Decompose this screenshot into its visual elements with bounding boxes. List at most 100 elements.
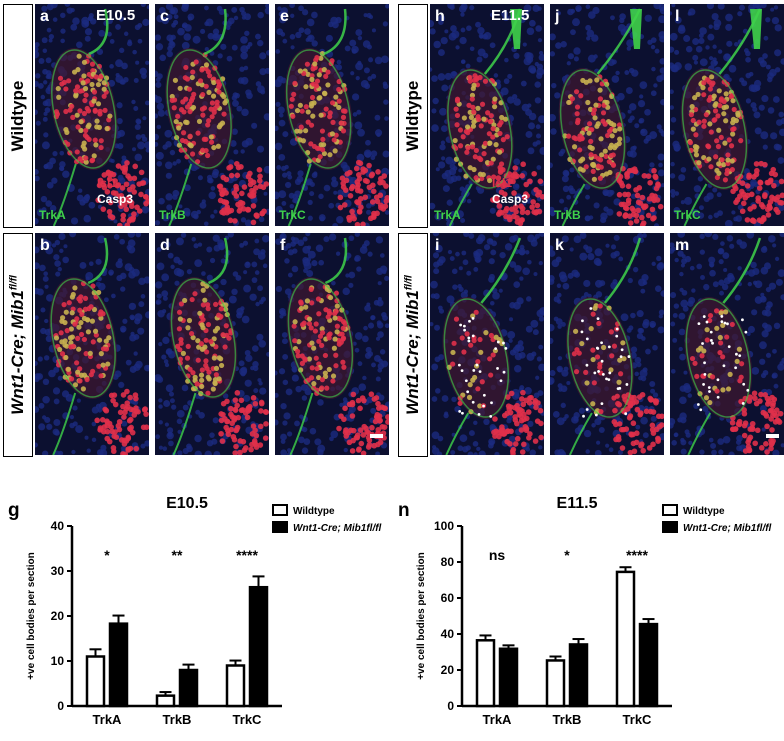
- bar-trkc-mutant: [638, 622, 659, 708]
- micrograph-panel-h: [430, 4, 544, 226]
- bar-chart-e115: E11.5 +ve cell bodies per section 0 20 40 60 8…: [410, 488, 780, 736]
- stage-label-e115: E11.5: [491, 7, 530, 24]
- stain-label-green: TrkB: [159, 208, 186, 222]
- significance-marker: ****: [626, 547, 648, 563]
- stain-label-green: TrkA: [39, 208, 66, 222]
- stain-label-green: TrkC: [279, 208, 306, 222]
- micrograph-panel-m: [670, 233, 784, 455]
- x-tick-label: TrkB: [553, 712, 582, 727]
- legend-swatch: [662, 521, 678, 533]
- bar-trka-mutant: [498, 647, 519, 708]
- micrograph-image: [155, 4, 269, 226]
- y-tick-label: 30: [51, 564, 65, 578]
- legend-entry: Wildtype: [293, 506, 335, 517]
- micrograph-image: [275, 233, 389, 455]
- micrograph-panel-l: [670, 4, 784, 226]
- y-tick-label: 100: [434, 519, 454, 533]
- row-label-text: Wnt1-Cre; Mib1fl/fl: [8, 275, 28, 415]
- y-tick-label: 20: [441, 663, 455, 677]
- micrograph-image: [35, 4, 149, 226]
- chart-title: E10.5: [166, 495, 208, 512]
- scale-bar: [370, 434, 383, 438]
- stain-label-casp3: Casp3: [492, 192, 529, 206]
- x-tick-label: TrkC: [233, 712, 263, 727]
- panel-letter: m: [675, 237, 690, 254]
- stain-label-green: TrkB: [554, 208, 581, 222]
- significance-marker: **: [172, 547, 183, 563]
- chart-title: E11.5: [557, 495, 598, 512]
- micrograph-image: [430, 233, 544, 455]
- scale-bar: [766, 434, 779, 438]
- micrograph-image: [670, 233, 784, 455]
- bar-chart-svg: E11.5 +ve cell bodies per section 0 20 40 60 8…: [416, 495, 772, 727]
- micrograph-panel-j: [550, 4, 664, 226]
- panel-letter: k: [555, 237, 564, 254]
- x-tick-label: TrkA: [483, 712, 513, 727]
- bar-trkb-wildtype: [155, 694, 176, 708]
- y-tick-label: 40: [51, 519, 65, 533]
- row-label-text: Wildtype: [403, 80, 422, 152]
- row-label-text: Wildtype: [8, 80, 27, 152]
- bar-trkc-wildtype: [225, 664, 246, 708]
- bar-trka-mutant: [108, 622, 129, 708]
- row-label-wildtype-left: Wildtype: [3, 4, 33, 228]
- significance-marker: *: [564, 547, 570, 563]
- genotype-superscript: fl/fl: [8, 275, 20, 291]
- micrograph-panel-k: [550, 233, 664, 455]
- y-tick-label: 0: [57, 699, 64, 713]
- row-label-wildtype-right: Wildtype: [398, 4, 428, 228]
- panel-letter: a: [40, 8, 49, 25]
- x-tick-label: TrkB: [163, 712, 192, 727]
- legend-swatch: [272, 504, 288, 516]
- bar-chart-e105: E10.5 +ve cell bodies per section 0 10 20 30 4…: [20, 488, 390, 736]
- stain-label-green: TrkC: [674, 208, 701, 222]
- panel-letter: d: [160, 237, 170, 254]
- bar-trkb-mutant: [568, 643, 589, 708]
- legend-swatch: [662, 504, 678, 516]
- y-tick-label: 0: [447, 699, 454, 713]
- significance-marker: ****: [236, 547, 258, 563]
- stain-label-isl1: Isl1: [97, 176, 118, 190]
- legend-swatch: [272, 521, 288, 533]
- micrograph-image: [670, 4, 784, 226]
- bar-trkb-wildtype: [545, 659, 566, 708]
- micrograph-image: [430, 4, 544, 226]
- legend-entry: Wildtype: [683, 506, 725, 517]
- bar-chart-svg: E10.5 +ve cell bodies per section 0 10 20 30 4…: [26, 495, 382, 727]
- bar-trka-wildtype: [475, 639, 496, 708]
- panel-letter: h: [435, 8, 445, 25]
- micrograph-image: [155, 233, 269, 455]
- y-tick-label: 80: [441, 555, 455, 569]
- micrograph-panel-c: [155, 4, 269, 226]
- stain-label-green: TrkA: [434, 208, 461, 222]
- y-tick-label: 10: [51, 654, 65, 668]
- panel-letter-n: n: [398, 500, 410, 521]
- y-axis-label: +ve cell bodies per section: [416, 552, 427, 680]
- panel-letter: i: [435, 237, 440, 254]
- row-label-mutant-right: Wnt1-Cre; Mib1fl/fl: [398, 233, 428, 457]
- x-tick-label: TrkA: [93, 712, 123, 727]
- bar-trkb-mutant: [178, 668, 199, 708]
- stage-label-e105: E10.5: [96, 7, 136, 24]
- bar-trkc-mutant: [248, 585, 269, 708]
- y-tick-label: 60: [441, 591, 455, 605]
- y-tick-label: 40: [441, 627, 455, 641]
- bar-trka-wildtype: [85, 655, 106, 708]
- micrograph-panel-a: [35, 4, 149, 226]
- panel-letter: l: [675, 8, 680, 25]
- micrograph-image: [275, 4, 389, 226]
- micrograph-image: [550, 4, 664, 226]
- y-tick-label: 20: [51, 609, 65, 623]
- genotype-text: Wnt1-Cre; Mib1: [403, 290, 422, 415]
- significance-marker: ns: [489, 547, 506, 563]
- panel-letter: f: [280, 237, 286, 254]
- bar-trkc-wildtype: [615, 570, 636, 708]
- panel-letter: b: [40, 237, 50, 254]
- panel-letter: e: [280, 8, 289, 25]
- micrograph-image: [35, 233, 149, 455]
- micrograph-panel-e: [275, 4, 389, 226]
- legend-entry: Wnt1-Cre; Mib1fl/fl: [293, 523, 382, 534]
- significance-marker: *: [104, 547, 110, 563]
- stain-label-casp3: Casp3: [97, 192, 134, 206]
- genotype-text: Wnt1-Cre; Mib1: [8, 290, 27, 415]
